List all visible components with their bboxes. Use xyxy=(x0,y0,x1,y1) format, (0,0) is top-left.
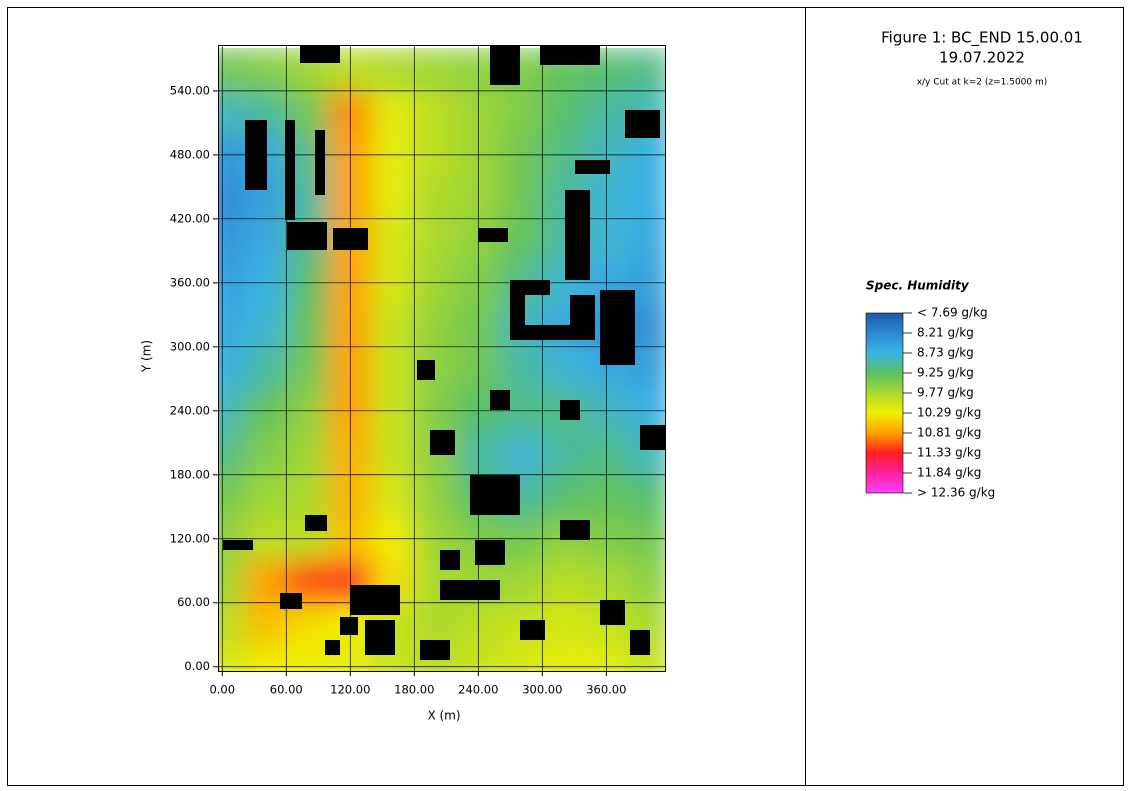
heat-cell xyxy=(371,474,415,518)
x-tick-label: 60.00 xyxy=(270,683,303,697)
legend-label: 11.84 g/kg xyxy=(917,466,981,480)
heat-cell xyxy=(414,218,458,262)
y-tick-label: 60.00 xyxy=(177,595,210,609)
heat-cell xyxy=(627,218,665,262)
heat-cell xyxy=(371,304,415,348)
heat-cell xyxy=(499,432,543,476)
y-tick-label: 120.00 xyxy=(170,531,210,545)
heat-cell xyxy=(414,304,458,348)
heat-cell xyxy=(414,176,458,220)
heat-cell xyxy=(371,176,415,220)
legend-label: 8.73 g/kg xyxy=(917,346,974,360)
legend-colorbar xyxy=(865,312,904,494)
heat-cell xyxy=(627,560,665,604)
heat-cell xyxy=(371,218,415,262)
legend-label: 11.33 g/kg xyxy=(917,446,981,460)
legend-title: Spec. Humidity xyxy=(866,279,970,293)
heat-cell xyxy=(627,176,665,220)
heat-cell xyxy=(286,346,330,390)
heat-cell xyxy=(542,560,586,604)
legend-label: < 7.69 g/kg xyxy=(917,306,988,320)
heat-cell xyxy=(371,48,415,92)
legend-label: 10.81 g/kg xyxy=(917,426,981,440)
heat-cell xyxy=(627,474,665,518)
y-axis-label: Y (m) xyxy=(140,340,154,373)
heat-cell xyxy=(286,602,330,646)
y-tick-label: 0.00 xyxy=(184,659,210,673)
legend-label: 10.29 g/kg xyxy=(917,406,981,420)
frame xyxy=(7,7,1124,786)
heat-cell xyxy=(542,602,586,646)
heat-cell xyxy=(286,304,330,348)
y-tick-label: 420.00 xyxy=(170,211,210,225)
heat-cell xyxy=(542,432,586,476)
heat-cell xyxy=(499,90,543,135)
legend-label: > 12.36 g/kg xyxy=(917,486,995,500)
heat-cell xyxy=(499,176,543,220)
legend-label: 9.25 g/kg xyxy=(917,366,974,380)
heat-cell xyxy=(542,90,586,135)
heat-cell xyxy=(414,602,458,646)
chart-subtitle: 19.07.2022 xyxy=(939,49,1025,67)
plot-border xyxy=(218,45,666,672)
field xyxy=(218,45,665,671)
legend: < 7.69 g/kg 8.21 g/kg 8.73 g/kg 9.25 g/kg 9.… xyxy=(903,306,995,500)
y-tick-label: 240.00 xyxy=(170,403,210,417)
x-tick-label: 180.00 xyxy=(394,683,434,697)
x-axis-label: X (m) xyxy=(427,709,460,723)
x-tick-label: 300.00 xyxy=(522,683,562,697)
heat-cell xyxy=(627,48,665,92)
heat-cell xyxy=(243,48,287,92)
heat-cell xyxy=(243,560,287,604)
y-tick-label: 540.00 xyxy=(170,83,210,97)
heat-cell xyxy=(414,48,458,92)
heat-cell xyxy=(542,474,586,518)
heat-cell xyxy=(499,346,543,390)
y-tick-label: 480.00 xyxy=(170,147,210,161)
heat-cell xyxy=(243,346,287,390)
heat-cell xyxy=(371,90,415,135)
heat-cell xyxy=(286,432,330,476)
heat-cell xyxy=(414,474,458,518)
y-tick-label: 300.00 xyxy=(170,339,210,353)
heat-cell xyxy=(542,346,586,390)
heat-cell xyxy=(243,218,287,262)
x-tick-label: 360.00 xyxy=(586,683,626,697)
heat-cell xyxy=(414,90,458,135)
heat-cell xyxy=(243,602,287,646)
heat-cell xyxy=(243,474,287,518)
heat-cell xyxy=(371,346,415,390)
legend-label: 8.21 g/kg xyxy=(917,326,974,340)
annotation: x/y Cut at k=2 (z=1.5000 m) xyxy=(917,78,1048,88)
y-tick-label: 360.00 xyxy=(170,275,210,289)
heat-cell xyxy=(371,432,415,476)
buildings xyxy=(223,45,665,660)
x-tick-label: 0.00 xyxy=(209,683,235,697)
x-tick-label: 240.00 xyxy=(458,683,498,697)
cells xyxy=(218,48,665,671)
legend-label: 9.77 g/kg xyxy=(917,386,974,400)
x-tick-label: 120.00 xyxy=(330,683,370,697)
chart-title: Figure 1: BC_END 15.00.01 xyxy=(881,29,1083,48)
heat-cell xyxy=(286,474,330,518)
heat-cell xyxy=(499,560,543,604)
axes: 0.00 60.00 120.00 180.00 240.00 300.00 360.00 0… xyxy=(170,45,665,697)
heat-cell xyxy=(243,304,287,348)
y-tick-label: 180.00 xyxy=(170,467,210,481)
heat-cell xyxy=(243,432,287,476)
